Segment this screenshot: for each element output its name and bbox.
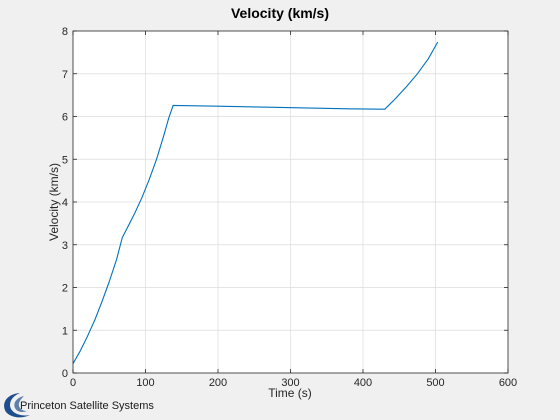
grid [73,31,508,373]
ticks [72,30,509,374]
logo-inner-swoosh-icon [14,396,27,412]
y-tick-label: 5 [62,154,68,166]
y-tick-label: 2 [62,283,68,295]
y-tick-label: 7 [62,69,68,81]
x-tick-label: 600 [499,377,517,389]
x-tick-label: 500 [426,377,444,389]
y-tick-labels: 0 1 2 3 4 5 6 7 8 [62,26,68,380]
y-tick-label: 1 [62,325,68,337]
series-line-velocity [72,41,439,364]
x-axis-label: Time (s) [268,386,312,400]
x-tick-label: 200 [209,377,227,389]
series-layer [72,41,439,364]
x-tick-label: 100 [136,377,154,389]
watermark-text: Princeton Satellite Systems [20,400,154,412]
watermark: Princeton Satellite Systems [4,393,154,418]
y-tick-label: 3 [62,240,68,252]
x-tick-label: 400 [354,377,372,389]
y-tick-label: 6 [62,112,68,124]
x-tick-label: 0 [70,377,76,389]
princeton-satellite-logo [4,393,31,418]
chart-title: Velocity (km/s) [231,5,329,21]
y-axis-label: Velocity (km/s) [47,163,61,241]
x-tick-label: 300 [281,377,299,389]
x-tick-labels: 0 100 200 300 400 500 600 [70,377,517,389]
logo-swoosh-icon [4,393,31,418]
y-tick-label: 4 [62,197,68,209]
y-tick-label: 0 [62,368,68,380]
y-tick-label: 8 [62,26,68,38]
